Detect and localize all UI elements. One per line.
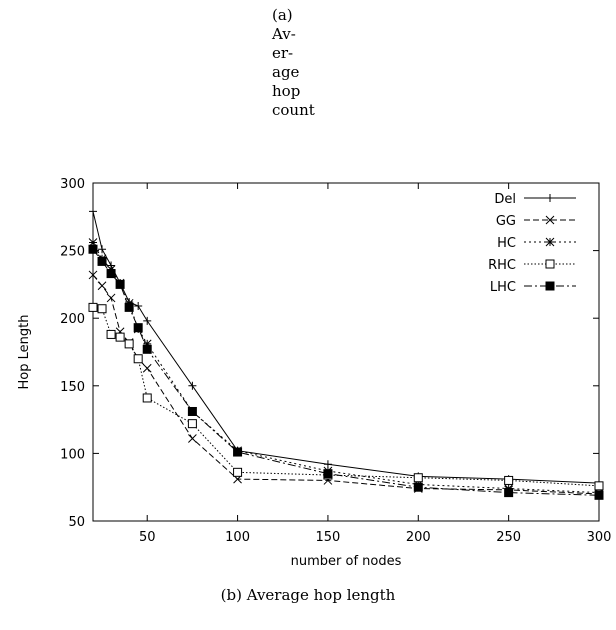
data-point-lhc [106, 269, 116, 279]
data-point-del [188, 381, 197, 390]
caption-a-line: count [272, 101, 315, 119]
data-point-lhc [142, 344, 152, 354]
data-point-lhc [124, 302, 134, 312]
data-point-rhc [142, 393, 152, 403]
x-tick-label: 300 [587, 530, 612, 545]
data-point-lhc [323, 469, 333, 479]
y-tick-label: 250 [60, 245, 85, 260]
data-point-lhc [88, 244, 98, 254]
series-line-del [92, 211, 600, 484]
x-tick-label: 150 [316, 530, 341, 545]
x-tick-label: 200 [406, 530, 431, 545]
legend-label: RHC [488, 258, 516, 273]
series-line-lhc [92, 248, 600, 496]
figure-caption-a: (a) Av- er- age hop count [272, 6, 352, 120]
series-line-gg [92, 274, 600, 495]
caption-a-line: er- [272, 44, 294, 62]
data-point-rhc [594, 481, 604, 491]
data-point-rhc [413, 473, 423, 483]
legend-marker-gg [545, 215, 555, 225]
data-point-hc [142, 339, 152, 349]
data-point-del [143, 316, 152, 325]
figure-caption-b: (b) Average hop length [220, 586, 396, 604]
data-point-lhc [233, 447, 243, 457]
data-point-rhc [115, 332, 125, 342]
data-point-lhc [413, 482, 423, 492]
caption-a-line: hop [272, 82, 301, 100]
hop-length-chart: 50 100 150 200 250 300 50 100 150 200 250 300 number… [17, 177, 612, 569]
data-point-gg [88, 270, 98, 280]
legend-label: HC [497, 236, 516, 251]
data-point-gg [142, 363, 152, 373]
data-point-rhc [504, 475, 514, 485]
y-tick-label: 50 [68, 515, 85, 530]
x-axis-label: number of nodes [291, 554, 402, 569]
data-point-lhc [187, 406, 197, 416]
y-tick-label: 300 [60, 177, 85, 192]
data-point-hc [88, 238, 98, 247]
data-point-rhc [187, 419, 197, 429]
data-point-gg [97, 281, 107, 291]
y-tick-label: 100 [60, 447, 85, 462]
legend-label: Del [494, 192, 516, 207]
legend-marker-hc [545, 237, 555, 247]
series-line-rhc [92, 306, 600, 487]
data-point-rhc [233, 467, 243, 477]
data-point-del [323, 460, 332, 469]
y-tick-label: 200 [60, 312, 85, 327]
data-point-lhc [594, 490, 604, 500]
legend-label: GG [496, 214, 516, 229]
data-point-lhc [97, 256, 107, 266]
plot-frame [92, 182, 600, 522]
data-point-del [98, 245, 107, 254]
caption-a-line: age [272, 63, 300, 81]
caption-a-line: Av- [272, 25, 296, 43]
caption-a-line: (a) [272, 6, 293, 24]
legend-label: LHC [490, 280, 516, 295]
x-tick-label: 50 [139, 530, 156, 545]
legend-marker-lhc [545, 281, 555, 291]
data-point-del [89, 207, 97, 216]
data-point-gg [106, 293, 116, 303]
y-tick-label: 150 [60, 380, 85, 395]
data-point-rhc [88, 302, 98, 312]
data-point-rhc [106, 329, 116, 339]
legend-marker-rhc [545, 259, 555, 269]
series-line-hc [92, 242, 600, 494]
data-point-lhc [504, 488, 514, 498]
data-point-rhc [97, 304, 107, 314]
data-point-rhc [133, 354, 143, 364]
y-axis-label: Hop Length [17, 315, 32, 390]
data-point-del [134, 302, 143, 311]
x-tick-label: 250 [496, 530, 521, 545]
data-point-gg [188, 434, 197, 443]
data-point-lhc [115, 279, 125, 289]
data-point-rhc [124, 339, 134, 349]
x-tick-label: 100 [225, 530, 250, 545]
data-point-lhc [133, 323, 143, 333]
legend-marker-del [546, 194, 554, 202]
